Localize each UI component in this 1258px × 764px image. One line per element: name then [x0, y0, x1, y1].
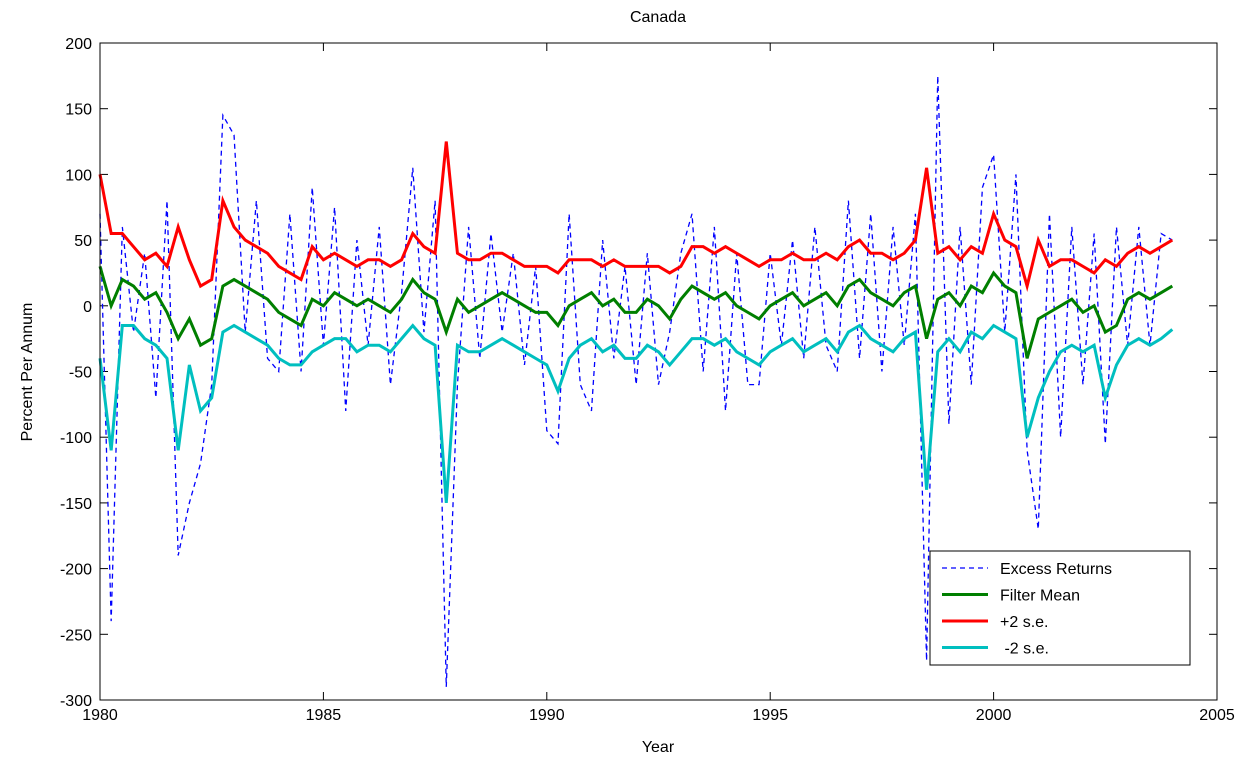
y-axis-label: Percent Per Annum [19, 303, 36, 442]
chart-title: Canada [630, 9, 686, 26]
legend-label: Filter Mean [1000, 588, 1080, 605]
y-tick-label: -300 [60, 693, 92, 710]
legend-label: +2 s.e. [1000, 614, 1048, 631]
x-tick-label: 2005 [1199, 707, 1235, 724]
y-tick-label: 0 [83, 299, 92, 316]
series-line [98, 141, 1174, 292]
x-axis-label: Year [642, 739, 675, 756]
y-tick-label: 150 [65, 102, 92, 119]
x-tick-label: 1990 [529, 707, 565, 724]
y-tick-label: -200 [60, 562, 92, 579]
y-tick-label: 200 [65, 36, 92, 53]
plot-frame [99, 42, 1218, 701]
x-tick-label: 1985 [306, 707, 342, 724]
legend-label: Excess Returns [1000, 561, 1112, 578]
series-line [99, 75, 1173, 687]
legend-label: -2 s.e. [1000, 641, 1049, 658]
x-tick-label: 1995 [752, 707, 788, 724]
y-tick-label: -50 [69, 365, 92, 382]
series-line [98, 323, 1174, 504]
legend-box [929, 550, 1191, 666]
x-tick-label: 1980 [82, 707, 118, 724]
series-line [98, 265, 1174, 359]
y-tick-label: -250 [60, 627, 92, 644]
y-tick-label: 50 [74, 233, 92, 250]
x-tick-label: 2000 [976, 707, 1012, 724]
y-tick-label: 100 [65, 167, 92, 184]
y-tick-label: -100 [60, 430, 92, 447]
y-tick-label: -150 [60, 496, 92, 513]
